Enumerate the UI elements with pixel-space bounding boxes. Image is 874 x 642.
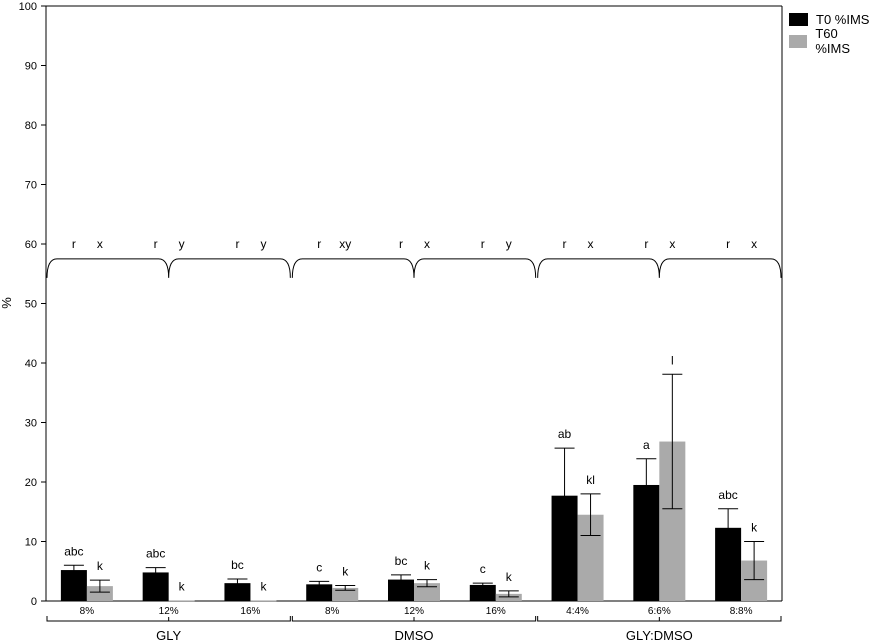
significance-letter: l	[671, 353, 674, 367]
group-significance-letter: x	[669, 237, 675, 251]
bar	[414, 583, 440, 601]
legend: T0 %IMS T60 %IMS	[789, 8, 874, 56]
x-tick-label: 12%	[404, 606, 424, 617]
significance-letter: abc	[64, 544, 83, 558]
x-tick-labels: 8% 12% 16% 8% 12% 16% 4:4% 6:6% 8:8%	[80, 606, 753, 617]
group-significance-letter: x	[97, 237, 103, 251]
upper-group-bracket	[537, 258, 782, 278]
significance-letter: bc	[395, 554, 408, 568]
group-significance-letter: r	[726, 237, 730, 251]
group-significance-letter: x	[751, 237, 757, 251]
group-significance-letter: r	[72, 237, 76, 251]
y-ticks: 0 10 20 30 40 50 60 70 80 90 100	[19, 1, 46, 608]
bar	[332, 587, 359, 601]
lower-group-bracket	[537, 616, 782, 622]
group-significance-letter: r	[481, 237, 485, 251]
significance-letter: k	[751, 521, 758, 535]
significance-letter: c	[316, 560, 322, 574]
group-brackets	[46, 258, 782, 622]
bar	[168, 600, 195, 602]
group-label: GLY	[156, 628, 181, 642]
y-tick-label: 80	[25, 120, 37, 132]
group-significance-letter: r	[154, 237, 158, 251]
significance-labels: abc r k x abc r k y bc r k y c r k xy bc r k x c r k y ab r kl x a r l…	[64, 237, 758, 593]
group-significance-letter: x	[424, 237, 430, 251]
y-tick-label: 50	[25, 299, 37, 311]
significance-letter: k	[97, 559, 104, 573]
y-axis-label: %	[0, 297, 14, 309]
y-tick-label: 0	[31, 596, 37, 608]
significance-letter: k	[179, 579, 186, 593]
x-tick-label: 4:4%	[566, 606, 589, 617]
y-tick-label: 100	[19, 1, 37, 13]
x-tick-label: 8%	[325, 606, 340, 617]
x-tick-label: 6:6%	[648, 606, 671, 617]
group-significance-letter: xy	[339, 237, 351, 251]
group-significance-letter: r	[399, 237, 403, 251]
y-tick-label: 60	[25, 239, 37, 251]
x-tick-label: 16%	[486, 606, 506, 617]
bar	[250, 600, 277, 602]
group-label: DMSO	[395, 628, 434, 642]
x-tick-label: 8:8%	[730, 606, 753, 617]
y-tick-label: 90	[25, 61, 37, 73]
legend-swatch-t0	[789, 12, 808, 26]
significance-letter: a	[643, 438, 650, 452]
group-label: GLY:DMSO	[626, 628, 693, 642]
significance-letter: ab	[558, 427, 572, 441]
x-tick-label: 12%	[159, 606, 179, 617]
bar	[388, 579, 414, 601]
x-tick-label: 8%	[80, 606, 95, 617]
significance-letter: bc	[231, 558, 244, 572]
significance-letter: k	[506, 570, 513, 584]
legend-item-t60: T60 %IMS	[789, 26, 874, 56]
group-labels: GLY DMSO GLY:DMSO	[156, 628, 693, 642]
lower-group-bracket	[46, 616, 291, 622]
bar	[469, 584, 496, 601]
group-significance-letter: r	[563, 237, 567, 251]
bar	[495, 593, 522, 601]
significance-letter: c	[480, 562, 486, 576]
group-significance-letter: y	[260, 237, 266, 251]
significance-letter: k	[260, 579, 267, 593]
significance-letter: k	[342, 565, 349, 579]
y-tick-label: 10	[25, 537, 37, 549]
group-significance-letter: y	[179, 237, 185, 251]
upper-group-bracket	[46, 258, 291, 278]
error-bars	[63, 373, 765, 598]
significance-letter: kl	[586, 473, 595, 487]
group-significance-letter: r	[644, 237, 648, 251]
legend-label-t0: T0 %IMS	[816, 11, 870, 27]
lower-group-bracket	[291, 616, 537, 622]
legend-swatch-t60	[789, 34, 808, 48]
legend-item-t0: T0 %IMS	[789, 8, 874, 30]
y-tick-label: 30	[25, 418, 37, 430]
y-tick-label: 20	[25, 477, 37, 489]
significance-letter: k	[424, 559, 431, 573]
group-significance-letter: y	[506, 237, 512, 251]
significance-letter: abc	[146, 547, 165, 561]
y-tick-label: 40	[25, 358, 37, 370]
upper-group-bracket	[291, 258, 537, 278]
group-significance-letter: x	[588, 237, 594, 251]
y-tick-label: 70	[25, 180, 37, 192]
group-significance-letter: r	[317, 237, 321, 251]
bars	[60, 441, 768, 602]
bar	[306, 584, 333, 601]
legend-label-t60: T60 %IMS	[815, 26, 851, 56]
bar	[86, 586, 113, 601]
group-significance-letter: r	[235, 237, 239, 251]
significance-letter: abc	[718, 488, 737, 502]
x-tick-label: 16%	[240, 606, 260, 617]
